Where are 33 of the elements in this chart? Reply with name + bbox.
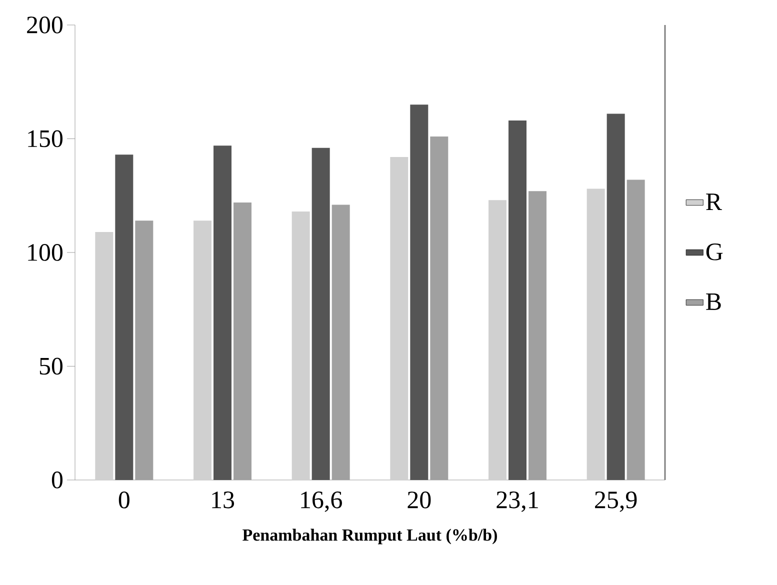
bar [586,188,605,480]
bar [390,156,408,480]
y-tick-label: 100 [28,244,63,261]
bar [430,136,448,480]
x-axis-title: Penambahan Rumput Laut (%b/b) [242,528,497,544]
x-tick-label: 13 [212,492,234,508]
bar [95,232,114,480]
x-tick-label: 25,9 [595,492,637,512]
bar [312,148,330,480]
bar [528,191,546,480]
x-tick-label: 23,1 [496,492,538,512]
x-tick-label: 0 [118,492,130,508]
bar [332,204,350,480]
x-tick-label: 20 [408,492,431,508]
bar [410,104,428,480]
y-tick-label: 200 [27,16,63,34]
legend-label: B [706,294,721,310]
x-tick-label: 16,6 [301,492,342,512]
legend-label: G [706,243,723,260]
bar [508,120,526,480]
bar [135,220,154,480]
y-tick-label: 50 [40,358,63,375]
y-tick-label: 0 [52,472,63,488]
bar [292,212,310,480]
bar [606,114,625,480]
bar [488,200,506,480]
bar [194,220,212,480]
bar [115,154,134,480]
bar [234,202,252,480]
bar [214,146,232,480]
y-tick-label: 150 [28,130,63,148]
bar [626,180,645,480]
legend-label: R [706,194,722,210]
